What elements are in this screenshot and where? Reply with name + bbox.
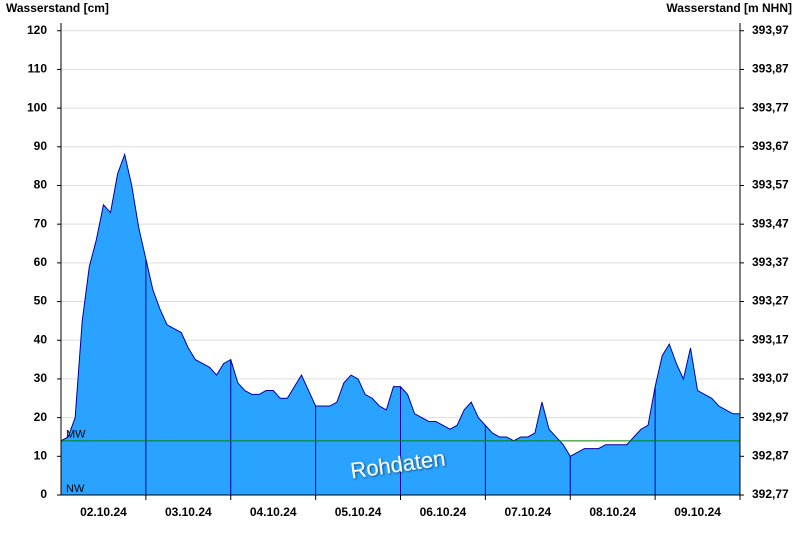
y2-tick-label: 393,47 <box>752 216 789 230</box>
y2-tick-label: 392,87 <box>752 448 789 462</box>
y-tick-label: 30 <box>34 371 48 385</box>
y-tick-label: 70 <box>34 216 48 230</box>
x-tick-label: 09.10.24 <box>674 505 721 519</box>
reference-label: NW <box>66 483 85 495</box>
y-tick-label: 100 <box>27 100 47 114</box>
y2-tick-label: 393,77 <box>752 100 789 114</box>
x-tick-label: 06.10.24 <box>420 505 467 519</box>
y-axis-title: Wasserstand [cm] <box>6 1 109 15</box>
y2-tick-label: 393,17 <box>752 332 789 346</box>
x-tick-label: 05.10.24 <box>335 505 382 519</box>
y2-tick-label: 393,87 <box>752 62 789 76</box>
y-tick-label: 120 <box>27 23 47 37</box>
y2-axis-title: Wasserstand [m NHN] <box>666 1 792 15</box>
x-tick-label: 02.10.24 <box>80 505 127 519</box>
y2-tick-label: 393,07 <box>752 371 789 385</box>
area-line <box>60 152 740 457</box>
y2-tick-label: 393,27 <box>752 294 789 308</box>
x-tick-label: 03.10.24 <box>165 505 212 519</box>
y-tick-label: 10 <box>34 448 48 462</box>
y-tick-label: 50 <box>34 294 48 308</box>
y-tick-label: 20 <box>34 410 48 424</box>
y2-tick-label: 393,67 <box>752 139 789 153</box>
y2-tick-label: 393,97 <box>752 23 789 37</box>
x-tick-label: 07.10.24 <box>504 505 551 519</box>
y-tick-label: 40 <box>34 332 48 346</box>
y-tick-label: 0 <box>40 487 47 501</box>
y-tick-label: 90 <box>34 139 48 153</box>
y-tick-label: 60 <box>34 255 48 269</box>
y2-tick-label: 392,97 <box>752 410 789 424</box>
y2-tick-label: 393,37 <box>752 255 789 269</box>
y-tick-label: 110 <box>28 62 48 76</box>
x-tick-label: 08.10.24 <box>589 505 636 519</box>
y-tick-label: 80 <box>34 178 48 192</box>
reference-label: MW <box>66 429 86 441</box>
x-tick-label: 04.10.24 <box>250 505 297 519</box>
y2-tick-label: 393,57 <box>752 178 789 192</box>
y2-tick-label: 392,77 <box>752 487 789 501</box>
